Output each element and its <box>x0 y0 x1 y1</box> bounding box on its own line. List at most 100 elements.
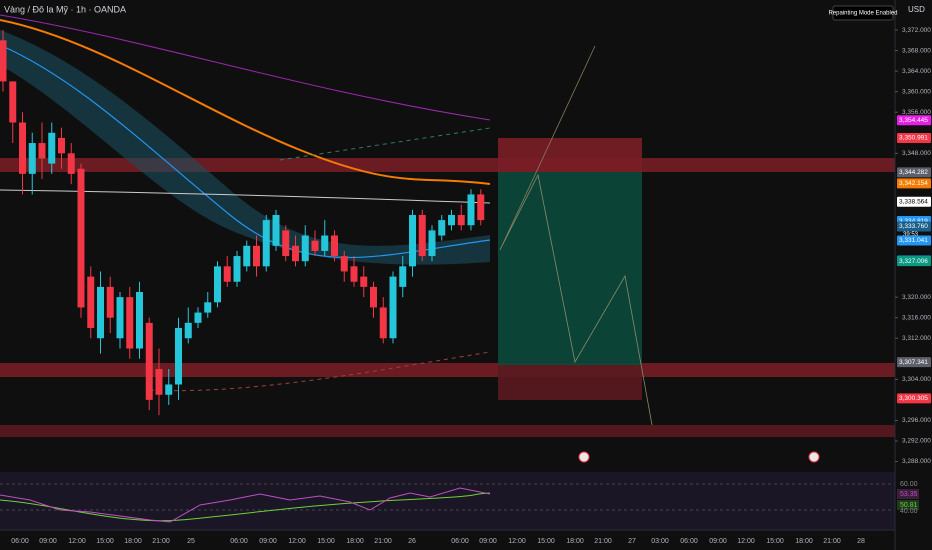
candle-body <box>214 266 221 303</box>
price-badge <box>897 178 931 189</box>
y-tick-label: 3,304.000 <box>902 376 931 383</box>
target-zone <box>498 172 642 365</box>
x-tick-label: 15:00 <box>766 538 784 545</box>
candle-body <box>19 122 26 174</box>
x-tick-label: 21:00 <box>374 538 392 545</box>
y-tick-label: 3,364.000 <box>902 68 931 75</box>
y-tick-label: 3,372.000 <box>902 27 931 34</box>
candle-body <box>97 286 104 339</box>
candle-body <box>253 245 260 267</box>
x-tick-label: 15:00 <box>537 538 555 545</box>
candle-body <box>175 327 182 385</box>
candle-body <box>272 214 280 246</box>
projection <box>499 173 653 426</box>
zone <box>0 363 895 377</box>
y-tick-label: 3,360.000 <box>902 88 931 95</box>
candle-body <box>0 40 7 82</box>
candle-body <box>389 276 397 339</box>
ribbon <box>0 30 490 265</box>
x-tick-label: 12:00 <box>288 538 306 545</box>
dashed-line <box>149 351 491 392</box>
y-tick-label: 3,288.000 <box>902 458 931 465</box>
price-badge-label: 3,344.282 <box>899 169 928 176</box>
x-tick-label: 27 <box>628 538 636 545</box>
price-badge <box>897 393 931 404</box>
candle-body <box>360 276 368 287</box>
candle-body <box>399 266 407 287</box>
zone <box>0 158 895 172</box>
rsi-label: 53.35 <box>900 491 918 498</box>
candle-body <box>48 132 56 164</box>
price-badge <box>897 221 931 232</box>
candle-body <box>428 230 436 257</box>
rsi-line <box>0 487 491 523</box>
x-tick-label: 03:00 <box>651 538 669 545</box>
x-tick-label: 06:00 <box>11 538 29 545</box>
candle-body <box>282 230 290 257</box>
candle-body <box>38 143 46 159</box>
event-icon[interactable] <box>808 451 820 463</box>
rsi-label: 60.00 <box>900 481 918 488</box>
candle-body <box>301 235 309 262</box>
candle-body <box>28 143 36 174</box>
projection <box>499 45 596 251</box>
y-tick-label: 3,292.000 <box>902 438 931 445</box>
candle-body <box>350 266 358 282</box>
ma-line <box>0 14 491 121</box>
dashed-line <box>279 127 491 161</box>
y-tick-label: 3,368.000 <box>902 47 931 54</box>
price-badge-label: 3,354.445 <box>899 117 928 124</box>
stop-zone <box>498 365 642 400</box>
zone <box>0 425 895 437</box>
x-tick-label: 18:00 <box>566 538 584 545</box>
candle-body <box>331 235 338 257</box>
x-tick-label: 15:00 <box>317 538 335 545</box>
candle-body <box>9 81 17 123</box>
candle-body <box>77 168 85 308</box>
candle-body <box>448 214 455 226</box>
price-badge <box>897 167 931 178</box>
currency[interactable]: USD <box>908 5 925 14</box>
y-tick-label: 3,296.000 <box>902 417 931 424</box>
ma-line <box>0 44 491 258</box>
price-badge-label: 3,338.564 <box>899 199 928 206</box>
x-tick-label: 06:00 <box>680 538 698 545</box>
countdown: 39:53 <box>903 232 919 238</box>
x-tick-label: 09:00 <box>39 538 57 545</box>
x-tick-label: 18:00 <box>346 538 364 545</box>
x-tick-label: 21:00 <box>594 538 612 545</box>
rsi-label: 50.81 <box>900 502 918 509</box>
candle-body <box>457 214 465 226</box>
candle-body <box>204 302 212 313</box>
price-badge-label: 3,342.154 <box>899 180 928 187</box>
candle-body <box>106 286 114 318</box>
x-tick-label: 12:00 <box>508 538 526 545</box>
x-tick-label: 09:00 <box>709 538 727 545</box>
candle-body <box>223 266 231 282</box>
x-tick-label: 18:00 <box>124 538 142 545</box>
candle-body <box>311 240 319 251</box>
x-tick-label: 12:00 <box>737 538 755 545</box>
candle-body <box>116 297 124 339</box>
candle-body <box>418 214 426 257</box>
price-badge-label: 3,300.305 <box>899 395 928 402</box>
candle-body <box>321 235 329 251</box>
y-tick-label: 3,348.000 <box>902 150 931 157</box>
price-badge <box>897 115 931 126</box>
x-tick-label: 12:00 <box>68 538 86 545</box>
price-badge <box>897 235 931 246</box>
ma-line <box>0 19 491 185</box>
x-tick-label: 09:00 <box>259 538 277 545</box>
price-badge <box>897 256 931 267</box>
event-icon[interactable] <box>578 451 590 463</box>
x-tick-label: 15:00 <box>96 538 114 545</box>
price-badge-label: 3,350.991 <box>899 135 928 142</box>
x-tick-label: 18:00 <box>795 538 813 545</box>
candle-body <box>145 322 153 400</box>
x-tick-label: 21:00 <box>823 538 841 545</box>
price-badge <box>897 196 931 207</box>
candle-body <box>184 322 192 339</box>
candle-body <box>467 194 475 226</box>
x-tick-label: 21:00 <box>152 538 170 545</box>
